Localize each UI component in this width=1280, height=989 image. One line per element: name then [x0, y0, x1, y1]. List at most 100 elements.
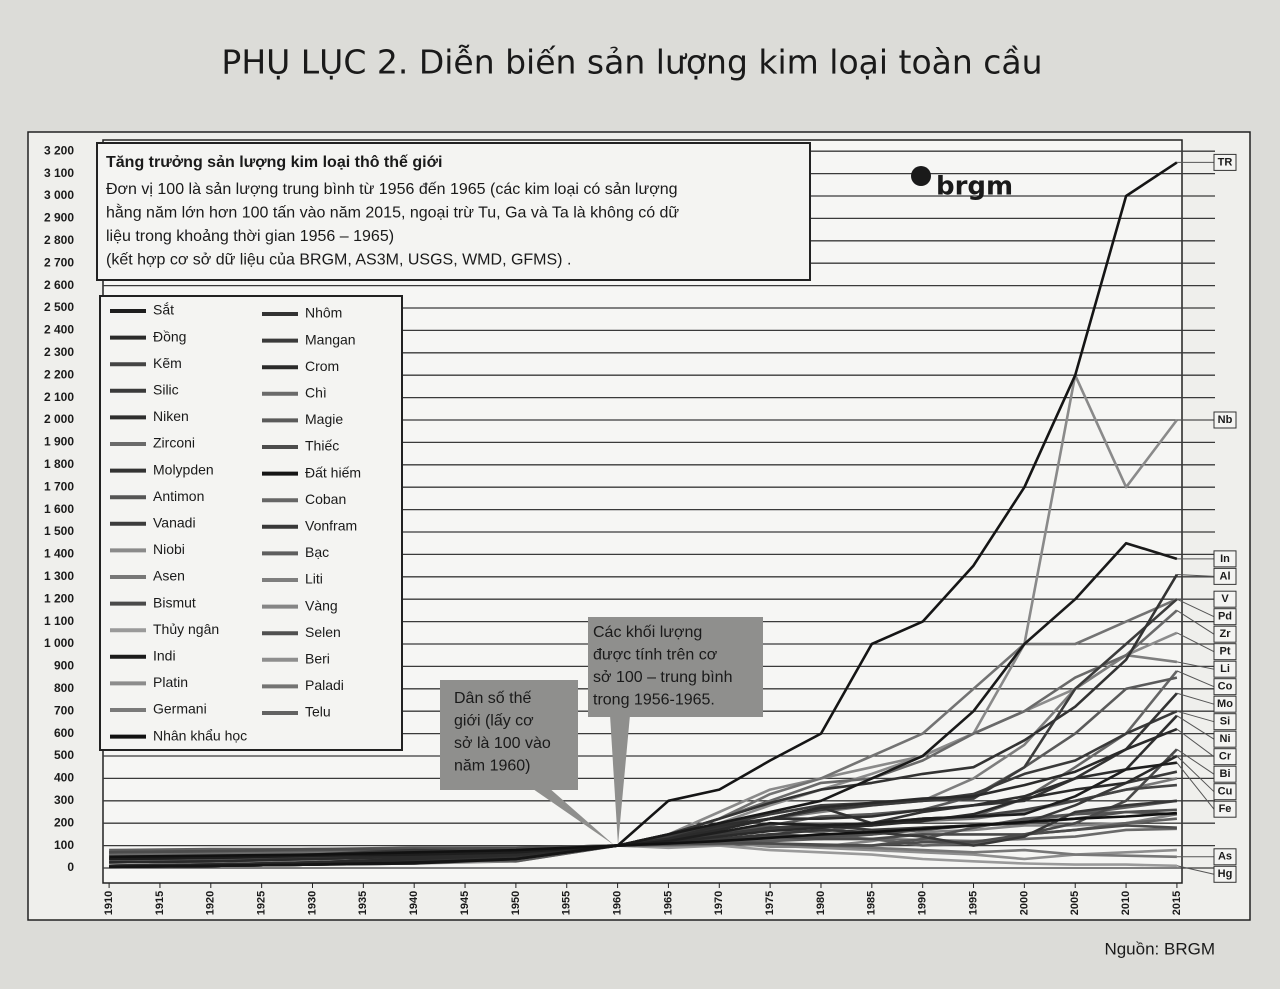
callout-pointer	[520, 780, 614, 845]
y-tick-label: 1 400	[44, 547, 74, 561]
x-tick-label: 1935	[357, 891, 369, 915]
end-label-box	[1213, 643, 1237, 661]
y-tick-label: 1 200	[44, 591, 74, 605]
series-line	[109, 761, 1178, 861]
legend-label: Antimon	[153, 488, 204, 504]
y-tick-label: 100	[54, 838, 74, 852]
note-line: Đơn vị 100 là sản lượng trung bình từ 19…	[106, 181, 677, 198]
end-label-box	[1213, 567, 1237, 585]
legend-label: Vonfram	[305, 518, 357, 534]
end-label-box	[1213, 765, 1237, 783]
legend-box	[99, 295, 403, 751]
legend-label: Kẽm	[153, 355, 182, 371]
legend-label: Đồng	[153, 328, 186, 344]
end-label-box	[1213, 748, 1237, 766]
leader-line	[1176, 710, 1215, 723]
end-label-box	[1213, 730, 1237, 748]
end-label: Pd	[1218, 611, 1232, 623]
y-tick-label: 3 100	[44, 166, 74, 180]
logo-mark	[911, 166, 931, 186]
y-tick-label: 1 100	[44, 614, 74, 628]
legend-label: Niobi	[153, 541, 185, 557]
x-tick-label: 1940	[408, 891, 420, 915]
legend-label: Coban	[305, 491, 346, 507]
y-tick-label: 300	[54, 793, 74, 807]
end-label-box	[1213, 713, 1237, 731]
legend-label: Nhân khẩu học	[153, 727, 247, 743]
end-label-box	[1213, 678, 1237, 696]
y-tick-label: 2 900	[44, 211, 74, 225]
callout-line: sở 100 – trung bình	[593, 669, 732, 686]
leader-line	[1176, 598, 1215, 618]
x-tick-label: 1920	[205, 891, 217, 915]
source: Nguồn: BRGM	[1104, 939, 1215, 958]
y-tick-label: 500	[54, 748, 74, 762]
end-label-box	[1213, 695, 1237, 713]
x-tick-label: 1975	[764, 891, 776, 915]
x-tick-label: 1960	[611, 891, 623, 915]
x-tick-label: 1970	[713, 891, 725, 915]
callout-line: năm 1960)	[454, 758, 531, 775]
note-title: Tăng trưởng sản lượng kim loại thô thế g…	[106, 154, 442, 171]
x-tick-label: 1930	[306, 891, 318, 915]
legend-label: Asen	[153, 568, 185, 584]
end-label-box	[1213, 848, 1237, 866]
end-label: Co	[1218, 681, 1233, 693]
y-tick-label: 900	[54, 659, 74, 673]
series-line	[109, 161, 1178, 869]
end-label-box	[1213, 550, 1237, 568]
legend-label: Zirconi	[153, 435, 195, 451]
end-label-box	[1213, 608, 1237, 626]
x-tick-label: 2000	[1018, 891, 1030, 915]
end-label-box	[1213, 660, 1237, 678]
leader-line	[1176, 865, 1215, 875]
leader-line	[1176, 670, 1215, 688]
legend: Sắt Đồng Kẽm Silic Niken Zirconi Molypden Antim…	[110, 302, 361, 743]
end-label: Zr	[1220, 628, 1232, 640]
series-line	[109, 754, 1178, 864]
x-tick-label: 1995	[967, 891, 979, 915]
end-label-box	[1213, 625, 1237, 643]
y-tick-label: 2 100	[44, 390, 74, 404]
y-tick-label: 2 000	[44, 412, 74, 426]
legend-label: Vàng	[305, 597, 338, 613]
legend-label: Molypden	[153, 461, 214, 477]
x-tick-label: 1965	[662, 891, 674, 915]
callout-box	[440, 680, 578, 790]
plot-lines: TR Nb In Al V Pd Zr Pt Li Co Mo Si Ni Cr Bi Cu Fe As Hg	[109, 153, 1237, 883]
leader-line	[1176, 609, 1215, 635]
series-line	[109, 824, 1177, 854]
y-tick-label: 2 800	[44, 233, 74, 247]
x-tick-label: 1980	[815, 891, 827, 915]
x-tick-label: 1950	[510, 891, 522, 915]
callouts: Dân số thế giới (lấy cơ sở là 100 vào năm 1…	[454, 624, 732, 775]
leader-line	[1176, 692, 1215, 705]
x-tick-label: 1910	[103, 891, 115, 915]
legend-label: Paladi	[305, 677, 344, 693]
y-tick-label: 0	[67, 860, 74, 874]
note-line: liệu trong khoảng thời gian 1956 – 1965)	[106, 228, 394, 245]
legend-label: Silic	[153, 382, 179, 398]
legend-label: Bismut	[153, 594, 196, 610]
end-label-box	[1213, 800, 1237, 818]
callout-line: được tính trên cơ	[593, 647, 718, 664]
legend-label: Magie	[305, 411, 343, 427]
y-tick-label: 1 000	[44, 636, 74, 650]
y-tick-label: 200	[54, 815, 74, 829]
callout-line: Dân số thế	[454, 690, 531, 707]
end-label: In	[1220, 553, 1230, 565]
x-tick-label: 1990	[917, 891, 929, 915]
x-tick-label: 1985	[866, 891, 878, 915]
end-label: Li	[1220, 663, 1230, 675]
end-label: Pt	[1220, 646, 1231, 658]
series-line	[109, 727, 1178, 868]
end-label: Al	[1220, 570, 1231, 582]
y-tick-label: 3 000	[44, 188, 74, 202]
end-label: TR	[1218, 156, 1233, 168]
legend-label: Chì	[305, 385, 327, 401]
y-tick-label: 1 800	[44, 457, 74, 471]
leader-line	[1176, 728, 1215, 758]
